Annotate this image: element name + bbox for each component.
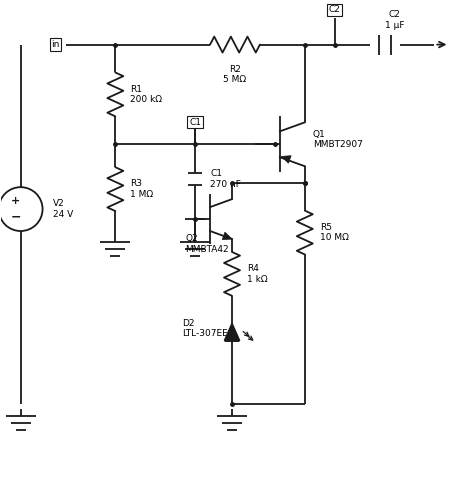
Text: R2
5 MΩ: R2 5 MΩ (223, 64, 246, 84)
Polygon shape (225, 324, 239, 341)
Text: D2
LTL-307EE: D2 LTL-307EE (182, 319, 228, 338)
Text: C1: C1 (189, 118, 201, 127)
Text: Q1
MMBT2907: Q1 MMBT2907 (313, 130, 363, 149)
Text: R3
1 MΩ: R3 1 MΩ (130, 180, 154, 199)
Text: Q2
MMBTA42: Q2 MMBTA42 (185, 234, 229, 254)
Text: C2
1 μF: C2 1 μF (385, 10, 404, 30)
Text: V2
24 V: V2 24 V (53, 199, 73, 219)
Text: in: in (51, 40, 60, 49)
Text: C2: C2 (329, 5, 341, 14)
Polygon shape (282, 156, 291, 163)
Text: R1
200 kΩ: R1 200 kΩ (130, 85, 162, 104)
Text: R4
1 kΩ: R4 1 kΩ (247, 264, 268, 284)
Text: R5
10 MΩ: R5 10 MΩ (320, 223, 349, 242)
Text: +: + (11, 196, 20, 206)
Polygon shape (222, 232, 232, 240)
Text: C1
270 nF: C1 270 nF (210, 169, 241, 189)
Text: −: − (10, 211, 21, 224)
